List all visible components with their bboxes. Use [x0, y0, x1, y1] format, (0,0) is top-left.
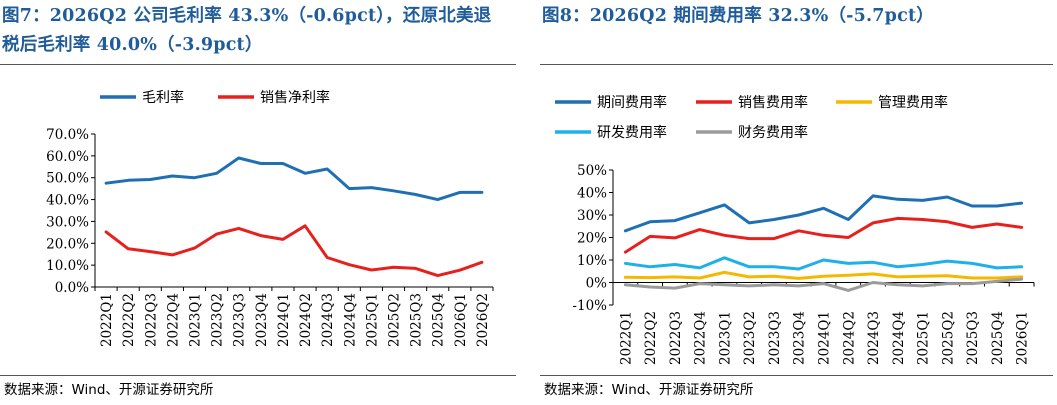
y-tick-label: 30%: [577, 208, 607, 224]
data-source: 数据来源：Wind、开源证券研究所: [544, 382, 754, 398]
x-tick-label: 2024Q4: [342, 293, 358, 347]
y-tick-label: 0%: [586, 276, 608, 292]
x-tick-label: 2025Q3: [409, 293, 425, 347]
legend-item: 毛利率: [100, 89, 184, 106]
y-tick-label: 10.0%: [46, 258, 89, 274]
legend-label: 研发费用率: [597, 124, 667, 141]
y-tick-label: 40%: [577, 186, 607, 202]
y-tick-label: 20%: [577, 231, 607, 247]
x-tick-label: 2024Q1: [817, 311, 833, 365]
x-tick-label: 2026Q1: [453, 293, 469, 347]
x-tick-label: 2022Q3: [668, 311, 684, 365]
legend-item: 销售费用率: [696, 94, 808, 111]
x-tick-label: 2023Q2: [210, 293, 226, 347]
x-tick-label: 2024Q2: [298, 293, 314, 347]
x-tick-label: 2022Q3: [143, 293, 159, 347]
x-tick-label: 2023Q3: [232, 293, 248, 347]
x-tick-label: 2025Q2: [387, 293, 403, 347]
legend-item: 管理费用率: [836, 94, 948, 111]
footer-divider: [0, 375, 516, 376]
series-line-1: [104, 156, 484, 202]
figure-title-line: 税后毛利率 40.0%（-3.9pct）: [2, 35, 263, 55]
x-tick-label: 2024Q2: [841, 311, 857, 365]
x-tick-label: 2025Q2: [940, 311, 956, 365]
legend-item: 销售净利率: [218, 89, 330, 106]
gross-margin-net-margin-chart: 0.0% 10.0% 20.0% 30.0% 40.0% 50.0% 60.0% 70.0% 2…: [46, 89, 494, 347]
y-tick-label: 50.0%: [46, 171, 89, 187]
legend-item: 财务费用率: [696, 124, 808, 141]
x-tick-label: 2026Q2: [475, 293, 491, 347]
legend-label: 财务费用率: [738, 124, 808, 141]
figure-title: 图8：2026Q2 期间费用率 32.3%（-5.7pct）: [542, 2, 1053, 31]
legend-label: 销售费用率: [738, 94, 808, 111]
y-tick-label: 40.0%: [46, 193, 89, 209]
x-tick-label: 2025Q4: [431, 293, 447, 347]
legend-label: 管理费用率: [878, 94, 948, 111]
x-tick-label: 2022Q4: [165, 293, 181, 347]
x-tick-label: 2025Q4: [990, 311, 1006, 365]
expense-ratio-chart: -10% 0% 10% 20% 30% 40% 50% 2022Q1 2022Q2 2022Q3 2…: [555, 94, 1035, 365]
footer-divider: [540, 375, 1053, 376]
x-tick-label: 2025Q1: [916, 311, 932, 365]
series-line-2: [104, 224, 484, 278]
y-tick-label: 60.0%: [46, 149, 89, 165]
x-tick-label: 2025Q1: [364, 293, 380, 347]
y-tick-label: 0.0%: [55, 280, 89, 296]
x-tick-label: 2023Q4: [254, 293, 270, 347]
title-divider: [0, 64, 516, 65]
x-tick-label: 2023Q1: [188, 293, 204, 347]
y-tick-label: 70.0%: [46, 127, 89, 143]
legend-label: 期间费用率: [597, 94, 667, 111]
x-tick-label: 2022Q4: [693, 311, 709, 365]
title-divider: [540, 64, 1053, 65]
x-tick-label: 2023Q3: [767, 311, 783, 365]
x-tick-label: 2022Q2: [643, 311, 659, 365]
x-tick-label: 2023Q4: [792, 311, 808, 365]
legend-label: 毛利率: [142, 89, 184, 106]
x-tick-label: 2025Q3: [965, 311, 981, 365]
x-tick-label: 2022Q1: [618, 311, 634, 365]
series-line-5: [623, 277, 1024, 292]
series-line-4: [623, 256, 1024, 271]
y-tick-label: 30.0%: [46, 214, 89, 230]
x-tick-label: 2024Q3: [866, 311, 882, 365]
series-line-2: [623, 216, 1024, 254]
legend-item: 期间费用率: [555, 94, 667, 111]
y-tick-label: 50%: [577, 163, 607, 179]
figure-8: 图8：2026Q2 期间费用率 32.3%（-5.7pct） -10% 0% 10%…: [540, 0, 1057, 405]
legend-item: 研发费用率: [555, 124, 667, 141]
legend-label: 销售净利率: [260, 89, 330, 106]
x-tick-label: 2022Q2: [121, 293, 137, 347]
x-tick-label: 2026Q1: [1015, 311, 1031, 365]
x-tick-label: 2023Q1: [717, 311, 733, 365]
x-tick-label: 2024Q3: [320, 293, 336, 347]
y-tick-label: -10%: [572, 298, 607, 314]
x-tick-label: 2022Q1: [99, 293, 115, 347]
figure-7: 图7：2026Q2 公司毛利率 43.3%（-0.6pct），还原北美退 税后毛…: [0, 0, 520, 405]
x-tick-label: 2024Q1: [276, 293, 292, 347]
series-line-3: [623, 270, 1024, 280]
y-tick-label: 20.0%: [46, 236, 89, 252]
y-tick-label: 10%: [577, 253, 607, 269]
data-source: 数据来源：Wind、开源证券研究所: [4, 382, 214, 398]
figure-title-line: 图8：2026Q2 期间费用率 32.3%（-5.7pct）: [542, 6, 934, 26]
series-line-1: [623, 194, 1024, 233]
figure-title: 图7：2026Q2 公司毛利率 43.3%（-0.6pct），还原北美退 税后毛…: [2, 2, 516, 60]
x-tick-label: 2024Q4: [891, 311, 907, 365]
figure-title-line: 图7：2026Q2 公司毛利率 43.3%（-0.6pct），还原北美退: [2, 6, 492, 26]
x-tick-label: 2023Q2: [742, 311, 758, 365]
